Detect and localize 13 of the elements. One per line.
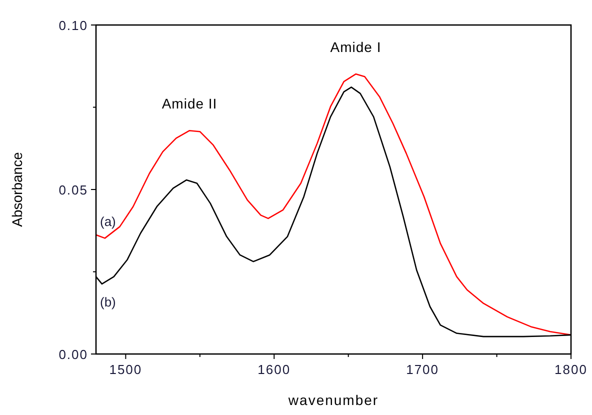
x-tick-label: 1800 (554, 362, 588, 377)
x-tick-label: 1700 (406, 362, 440, 377)
y-tick-label: 0.10 (58, 18, 88, 33)
series-label: (a) (100, 214, 116, 229)
x-tick-label: 1600 (258, 362, 291, 377)
y-tick-label: 0.05 (58, 182, 88, 198)
annotation: Amide I (330, 39, 382, 56)
y-tick-label: 0.00 (58, 347, 88, 362)
x-tick-label: 1500 (109, 362, 142, 377)
x-axis-title: wavenumber (287, 392, 379, 408)
series-label: (b) (100, 294, 116, 310)
annotation: Amide II (162, 96, 218, 112)
y-axis-title: Absorbance (9, 152, 25, 227)
